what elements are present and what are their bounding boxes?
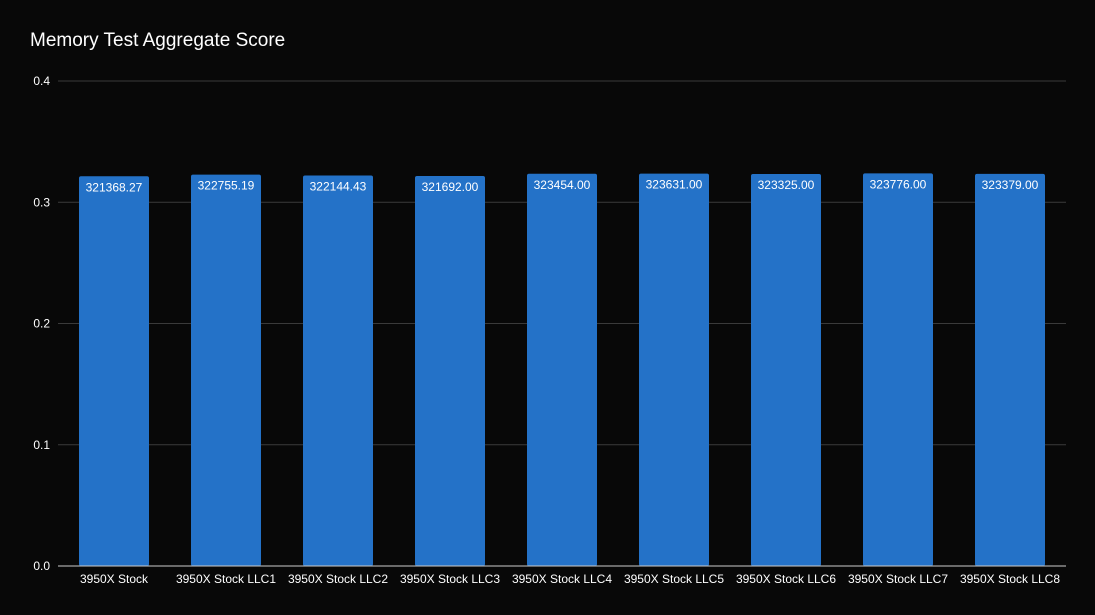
bar-data-label: 323325.00: [758, 178, 815, 192]
x-tick-label: 3950X Stock LLC6: [736, 572, 836, 586]
bar: [751, 173, 821, 566]
bar-data-label: 323379.00: [982, 178, 1039, 192]
y-axis-ticks: 0.0 0.1 0.2 0.3 0.4: [33, 74, 50, 573]
y-tick-label: 0.2: [33, 317, 50, 331]
bar: [863, 173, 933, 566]
bar-data-label: 321368.27: [86, 180, 143, 194]
data-labels: 321368.27 322755.19 322144.43 321692.00 3234…: [86, 177, 1039, 194]
y-tick-label: 0.3: [33, 195, 50, 209]
x-tick-label: 3950X Stock LLC8: [960, 572, 1060, 586]
bar: [975, 173, 1045, 566]
y-tick-label: 0.0: [33, 559, 50, 573]
bar-data-label: 321692.00: [422, 180, 479, 194]
x-tick-label: 3950X Stock LLC5: [624, 572, 724, 586]
bar: [303, 175, 373, 567]
x-axis-ticks: 3950X Stock 3950X Stock LLC1 3950X Stock L…: [80, 572, 1060, 586]
y-tick-label: 0.4: [33, 74, 50, 88]
x-tick-label: 3950X Stock LLC4: [512, 572, 612, 586]
x-tick-label: 3950X Stock LLC2: [288, 572, 388, 586]
bar: [79, 176, 149, 567]
bar-data-label: 322144.43: [310, 179, 367, 193]
x-tick-label: 3950X Stock LLC1: [176, 572, 276, 586]
chart-title: Memory Test Aggregate Score: [30, 30, 286, 51]
bar: [639, 173, 709, 566]
bar: [527, 173, 597, 566]
bar: [415, 175, 485, 566]
y-tick-label: 0.1: [33, 438, 50, 452]
bar-data-label: 323454.00: [534, 178, 591, 192]
bar-data-label: 323776.00: [870, 177, 927, 191]
x-tick-label: 3950X Stock LLC7: [848, 572, 948, 586]
bar-data-label: 323631.00: [646, 178, 703, 192]
bars: [79, 173, 1045, 567]
x-tick-label: 3950X Stock LLC3: [400, 572, 500, 586]
bar-data-label: 322755.19: [198, 179, 255, 193]
x-tick-label: 3950X Stock: [80, 572, 149, 586]
bar: [191, 174, 261, 567]
